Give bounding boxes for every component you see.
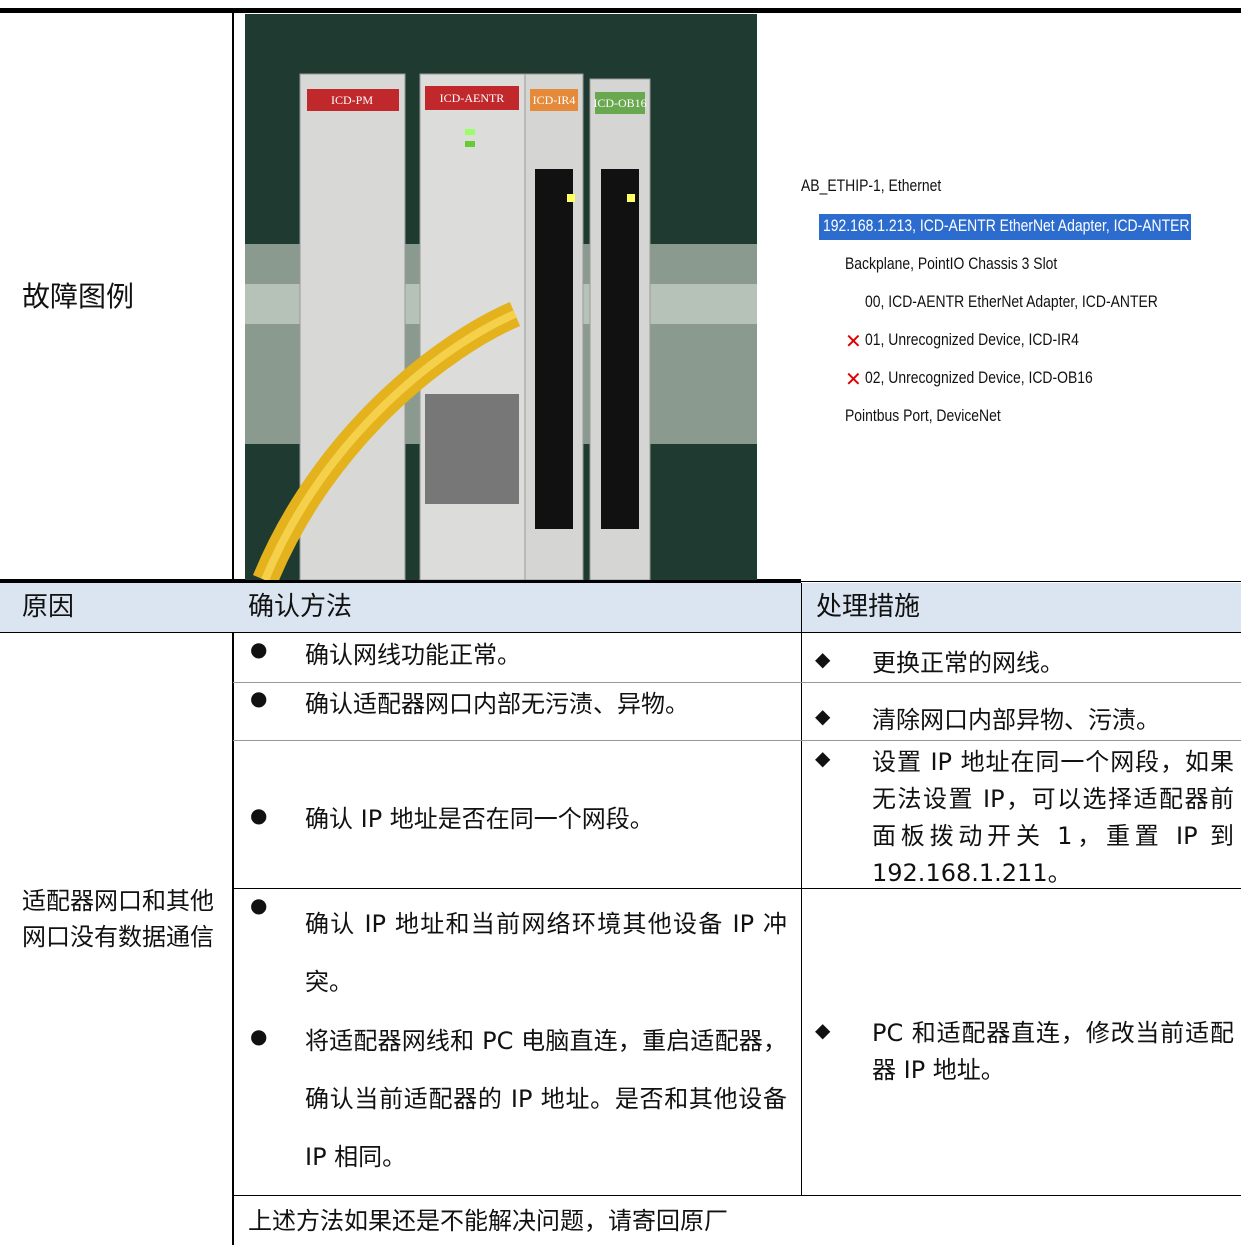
check: 确认 IP 地址和当前网络环境其他设备 IP 冲突。	[305, 910, 787, 996]
bullet: ●	[250, 1024, 268, 1048]
action: 设置 IP 地址在同一个网段，如果无法设置 IP，可以选择适配器前面板拨动开关 …	[872, 748, 1234, 887]
rule	[233, 888, 1241, 889]
photo: ICD-PM ICD-AENTR ICD-IR4 ICD-OB16	[245, 14, 757, 580]
tree-item: 00, ICD-AENTR EtherNet Adapter, ICD-ANTE…	[865, 292, 1158, 311]
bullet: ◆	[815, 647, 831, 671]
header: 确认方法	[248, 592, 353, 622]
rule	[801, 581, 1241, 582]
check: 确认 IP 地址是否在同一个网段。	[305, 805, 654, 833]
rule	[233, 682, 1241, 683]
tree-item: 01, Unrecognized Device, ICD-IR4	[865, 330, 1079, 349]
selection	[819, 214, 1191, 240]
tree-item: 02, Unrecognized Device, ICD-OB16	[865, 368, 1093, 387]
header-bg	[0, 583, 1241, 632]
bullet: ◆	[815, 746, 831, 770]
tree-item: Backplane, PointIO Chassis 3 Slot	[845, 254, 1058, 273]
module-label: ICD-PM	[331, 93, 373, 107]
rule	[233, 740, 1241, 741]
error-icon: ✕	[845, 329, 862, 353]
bullet: ●	[250, 803, 268, 827]
module-label: ICD-IR4	[533, 93, 576, 107]
module-label: ICD-OB16	[593, 96, 646, 110]
action: 更换正常的网线。	[872, 649, 1064, 677]
bullet: ●	[250, 893, 268, 917]
tree-item: 192.168.1.213, ICD-AENTR EtherNet Adapte…	[823, 216, 1190, 235]
legend-label: 故障图例	[22, 280, 135, 313]
bullet: ◆	[815, 704, 831, 728]
bullet: ●	[250, 686, 268, 710]
bullet: ◆	[815, 1018, 831, 1042]
rule	[0, 579, 801, 583]
module-label: ICD-AENTR	[440, 91, 505, 105]
rule	[0, 632, 1241, 633]
header: 处理措施	[816, 592, 921, 622]
tree-item: Pointbus Port, DeviceNet	[845, 406, 1001, 425]
header: 原因	[22, 592, 75, 622]
action: PC 和适配器直连，修改当前适配器 IP 地址。	[872, 1019, 1234, 1084]
tree-view: AB_ETHIP-1, Ethernet 192.168.1.213, ICD-…	[757, 140, 1241, 425]
check: 确认适配器网口内部无污渍、异物。	[305, 690, 689, 718]
check: 将适配器网线和 PC 电脑直连，重启适配器，确认当前适配器的 IP 地址。是否和…	[305, 1027, 787, 1171]
cause: 适配器网口和其他网口没有数据通信	[22, 887, 214, 951]
action: 清除网口内部异物、污渍。	[872, 706, 1160, 734]
check: 确认网线功能正常。	[305, 641, 521, 669]
rule	[801, 583, 802, 1195]
error-icon: ✕	[845, 367, 862, 391]
bullet: ●	[250, 637, 268, 661]
footer: 上述方法如果还是不能解决问题，请寄回原厂	[248, 1207, 728, 1235]
rule	[0, 8, 1241, 13]
tree-item: AB_ETHIP-1, Ethernet	[801, 176, 942, 195]
rule	[233, 1195, 1241, 1196]
